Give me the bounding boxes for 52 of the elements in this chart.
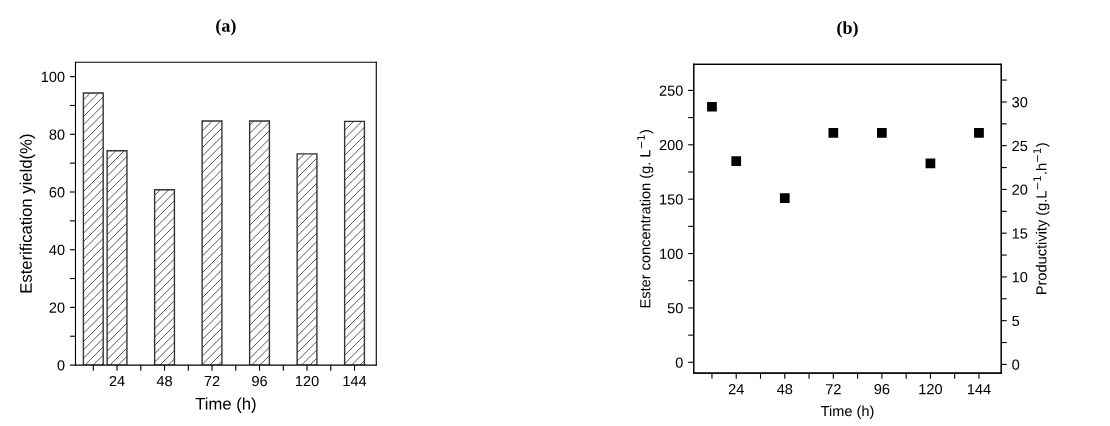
- x-tick-label: 24: [109, 375, 125, 387]
- x-tick-label: 24: [728, 383, 744, 395]
- y-tick-label: 200: [659, 139, 683, 151]
- y2-tick-label: 20: [1012, 184, 1028, 195]
- x-axis-title: Time (h): [820, 405, 874, 420]
- y-tick-label: 0: [57, 360, 65, 371]
- x-tick-label: 96: [252, 375, 267, 387]
- y-tick-label: 0: [675, 357, 683, 368]
- x-tick-label: 72: [825, 383, 841, 395]
- y-tick-label: 80: [49, 129, 65, 140]
- bar: [106, 150, 128, 366]
- bar: [201, 120, 223, 366]
- y2-axis-title: Productivity (g.L$^{−1}$.h$^{−1}$): [1033, 143, 1050, 294]
- point: [731, 156, 742, 166]
- chart-title: (b): [837, 21, 858, 38]
- x-tick-label: 144: [343, 376, 367, 387]
- x-tick-label: 144: [967, 384, 991, 395]
- y-tick-label: 250: [659, 85, 683, 96]
- y-tick-label: 100: [660, 248, 683, 259]
- y-tick-label: 20: [49, 302, 65, 313]
- bar: [82, 92, 104, 366]
- y-axis-title: Ester concentration (g. L$^{−1}$): [637, 130, 654, 308]
- point: [974, 127, 984, 138]
- y-axis-title: Esterification yield(%): [19, 134, 36, 293]
- y-tick-label: 100: [41, 71, 65, 83]
- x-tick-label: 120: [919, 383, 943, 395]
- x-tick-label: 96: [874, 383, 890, 395]
- y-tick-label: 40: [49, 244, 65, 256]
- x-tick-label: 48: [156, 375, 173, 387]
- y-tick-label: 50: [667, 303, 683, 314]
- point: [707, 101, 717, 112]
- bar: [343, 120, 366, 366]
- point: [779, 193, 790, 203]
- x-axis-title: Time (h): [195, 397, 256, 413]
- y2-tick-label: 25: [1012, 140, 1028, 152]
- point: [925, 158, 936, 169]
- y-tick-label: 60: [49, 187, 65, 198]
- x-tick-label: 72: [204, 375, 220, 387]
- point: [828, 127, 839, 138]
- y2-tick-label: 5: [1012, 315, 1020, 327]
- y2-tick-label: 30: [1012, 97, 1028, 108]
- chart-title: (a): [216, 19, 236, 36]
- y2-tick-label: 0: [1012, 359, 1020, 370]
- y2-tick-label: 10: [1012, 272, 1028, 283]
- bar: [296, 153, 318, 366]
- x-tick-label: 48: [777, 383, 793, 395]
- y-tick-label: 150: [660, 194, 683, 205]
- bar: [153, 189, 176, 366]
- point: [877, 127, 887, 138]
- x-tick-label: 120: [295, 375, 319, 387]
- bar: [248, 120, 271, 366]
- y2-tick-label: 15: [1012, 228, 1028, 239]
